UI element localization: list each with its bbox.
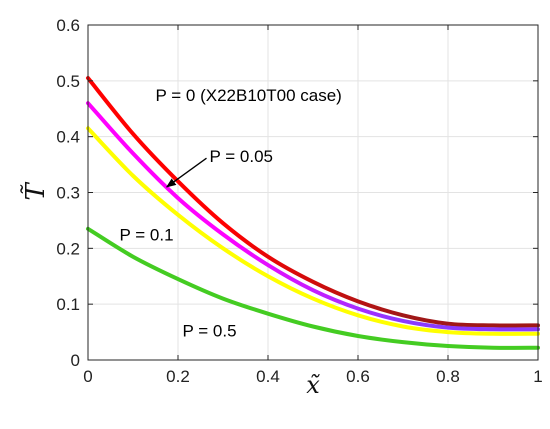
x-tick-label: 0.6 (346, 367, 370, 386)
y-tick-label: 0.3 (56, 184, 80, 203)
x-tick-label: 1 (533, 367, 542, 386)
annotations: P = 0 (X22B10T00 case) P = 0.05 P = 0.1 P =… (120, 86, 342, 341)
series-line-2 (86, 126, 540, 336)
ticks: 0 0.2 0.4 0.6 0.8 1 0 0.1 0.2 0.3 0.4 0.5 0.6 (56, 16, 542, 386)
y-axis-label: T̃ (20, 182, 51, 201)
x-tick-label: 0.4 (256, 367, 280, 386)
y-tick-label: 0 (71, 351, 80, 370)
x-axis-label: x̃ (306, 371, 320, 399)
x-tick-label: 0.8 (436, 367, 460, 386)
grid (87, 24, 539, 361)
x-tick-label: 0 (83, 367, 92, 386)
series-line-3 (86, 226, 540, 350)
annotation-label: P = 0 (X22B10T00 case) (156, 86, 342, 105)
series-line-0 (86, 76, 540, 328)
y-tick-label: 0.5 (56, 72, 80, 91)
annotation-label: P = 0.05 (210, 147, 274, 166)
series-line-1 (86, 101, 540, 332)
annotation-label: P = 0.1 (120, 225, 174, 244)
annotation-arrow (165, 157, 207, 188)
x-tick-label: 0.2 (166, 367, 190, 386)
y-tick-label: 0.6 (56, 16, 80, 35)
y-tick-label: 0.2 (56, 239, 80, 258)
series-group (86, 76, 540, 350)
annotation-label: P = 0.5 (183, 321, 237, 340)
y-tick-label: 0.4 (56, 128, 80, 147)
y-tick-label: 0.1 (56, 295, 80, 314)
